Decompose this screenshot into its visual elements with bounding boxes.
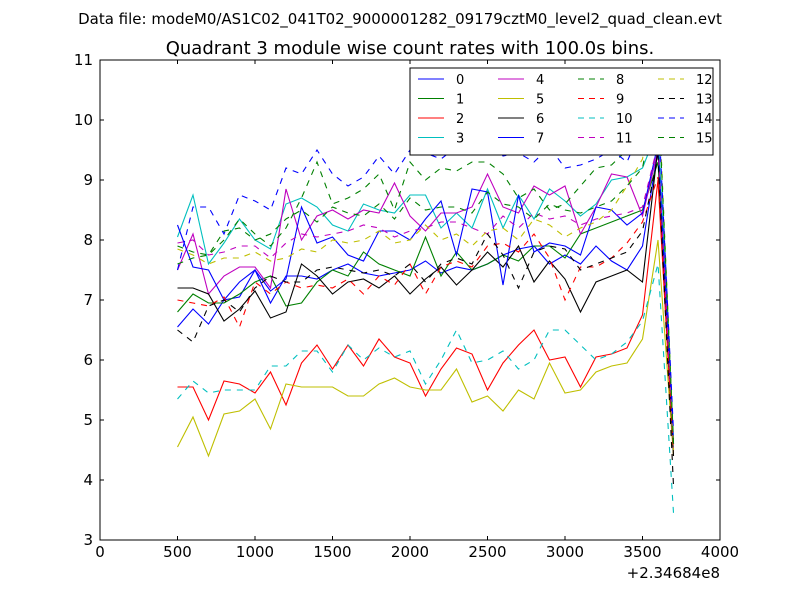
x-tick-label: 2000 bbox=[391, 543, 429, 561]
series-line-0 bbox=[177, 149, 675, 445]
x-tick-label: 1000 bbox=[236, 543, 274, 561]
y-tick-label: 6 bbox=[83, 351, 93, 369]
y-tick-label: 5 bbox=[83, 411, 93, 429]
x-tick-label: 0 bbox=[95, 543, 105, 561]
plot-area bbox=[176, 77, 675, 514]
legend-label-3: 3 bbox=[456, 132, 464, 147]
chart-title: Quadrant 3 module wise count rates with … bbox=[166, 38, 655, 59]
series-line-9 bbox=[177, 176, 675, 451]
x-tick-label: 500 bbox=[163, 543, 192, 561]
legend-label-11: 11 bbox=[616, 132, 633, 147]
legend-label-9: 9 bbox=[616, 93, 624, 108]
series-line-12 bbox=[177, 77, 675, 451]
legend-label-2: 2 bbox=[456, 112, 464, 127]
y-tick-label: 4 bbox=[83, 471, 93, 489]
series-line-14 bbox=[176, 100, 675, 433]
series-line-5 bbox=[177, 239, 675, 458]
legend-label-0: 0 bbox=[456, 73, 464, 88]
y-tick-label: 11 bbox=[74, 51, 93, 69]
legend-label-13: 13 bbox=[696, 93, 713, 108]
legend-label-5: 5 bbox=[536, 93, 544, 108]
legend-label-10: 10 bbox=[616, 112, 633, 127]
legend-label-1: 1 bbox=[456, 93, 464, 108]
x-tick-label: 2500 bbox=[468, 543, 506, 561]
y-tick-label: 7 bbox=[83, 291, 93, 309]
x-offset-label: +2.34684e8 bbox=[627, 564, 720, 582]
y-tick-label: 9 bbox=[83, 171, 93, 189]
series-line-2 bbox=[177, 179, 675, 457]
figure-suptitle: Data file: modeM0/AS1C02_041T02_90000012… bbox=[78, 10, 722, 29]
legend-label-8: 8 bbox=[616, 73, 624, 88]
axis-ticks: 0 500 1000 1500 2000 2500 3000 3500 4000 3 4 5 6 7 8 9 1… bbox=[74, 51, 739, 561]
y-tick-label: 8 bbox=[83, 231, 93, 249]
legend-label-14: 14 bbox=[696, 112, 713, 127]
series-line-7 bbox=[176, 143, 675, 445]
legend-label-12: 12 bbox=[696, 73, 713, 88]
legend-label-7: 7 bbox=[536, 132, 544, 147]
y-tick-label: 3 bbox=[83, 531, 93, 549]
series-line-13 bbox=[177, 155, 675, 487]
legend-box bbox=[409, 67, 714, 156]
x-tick-label: 4000 bbox=[701, 543, 739, 561]
series-line-11 bbox=[177, 143, 675, 451]
legend-label-6: 6 bbox=[536, 112, 544, 127]
series-line-4 bbox=[176, 149, 675, 445]
y-tick-label: 10 bbox=[74, 111, 93, 129]
series-line-3 bbox=[176, 128, 675, 439]
x-tick-label: 1500 bbox=[313, 543, 351, 561]
x-tick-label: 3500 bbox=[623, 543, 661, 561]
series-line-15 bbox=[177, 86, 675, 445]
legend-label-4: 4 bbox=[536, 73, 544, 88]
series-line-1 bbox=[177, 161, 675, 445]
series-line-6 bbox=[177, 146, 675, 457]
legend-label-15: 15 bbox=[696, 132, 713, 147]
series-line-10 bbox=[177, 263, 675, 514]
x-tick-label: 3000 bbox=[546, 543, 584, 561]
